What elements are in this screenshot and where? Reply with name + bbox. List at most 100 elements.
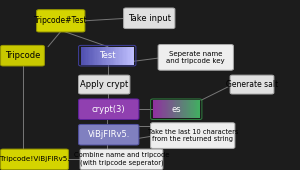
Bar <box>182 100 184 118</box>
Bar <box>154 100 156 118</box>
Bar <box>130 47 131 65</box>
Text: ViBjFIRv5.: ViBjFIRv5. <box>88 130 130 139</box>
FancyBboxPatch shape <box>1 45 44 66</box>
FancyBboxPatch shape <box>124 8 175 29</box>
Bar <box>85 47 87 65</box>
Bar <box>155 100 157 118</box>
Bar <box>84 47 85 65</box>
Text: Tripcode#Test: Tripcode#Test <box>34 16 88 25</box>
Bar <box>112 47 114 65</box>
Bar <box>111 47 113 65</box>
FancyBboxPatch shape <box>79 124 139 145</box>
Bar <box>166 100 167 118</box>
Bar <box>128 47 130 65</box>
Bar <box>193 100 194 118</box>
Bar <box>109 47 110 65</box>
Bar <box>115 47 117 65</box>
Bar <box>122 47 123 65</box>
Bar <box>198 100 200 118</box>
Bar <box>95 47 97 65</box>
Text: Generate salt: Generate salt <box>226 80 278 89</box>
Bar <box>114 47 116 65</box>
Bar <box>175 100 176 118</box>
Text: Take input: Take input <box>128 14 171 23</box>
Text: crypt(3): crypt(3) <box>92 105 126 114</box>
Bar <box>194 100 195 118</box>
FancyBboxPatch shape <box>80 149 163 170</box>
Bar <box>127 47 128 65</box>
Bar <box>153 100 154 118</box>
Bar <box>172 100 173 118</box>
Bar <box>90 47 92 65</box>
Bar <box>167 100 168 118</box>
Bar <box>183 100 185 118</box>
Bar <box>86 47 88 65</box>
Bar <box>168 100 170 118</box>
Bar <box>106 47 108 65</box>
Bar <box>110 47 112 65</box>
Bar <box>176 100 178 118</box>
Text: Tripcode!ViBjFIRv5.: Tripcode!ViBjFIRv5. <box>0 156 69 162</box>
Bar <box>97 47 98 65</box>
Bar <box>88 47 89 65</box>
FancyBboxPatch shape <box>151 123 235 148</box>
Bar <box>189 100 190 118</box>
Bar <box>191 100 193 118</box>
FancyBboxPatch shape <box>158 45 233 70</box>
Bar <box>158 100 159 118</box>
Bar <box>92 47 93 65</box>
Bar <box>102 47 104 65</box>
Bar <box>174 100 176 118</box>
Bar <box>164 100 165 118</box>
Bar <box>81 47 82 65</box>
Bar <box>162 100 164 118</box>
FancyBboxPatch shape <box>230 75 274 94</box>
Bar <box>131 47 133 65</box>
Text: Apply crypt: Apply crypt <box>80 80 128 89</box>
Bar <box>126 47 127 65</box>
Bar <box>173 100 174 118</box>
Bar <box>101 47 102 65</box>
Bar <box>197 100 199 118</box>
Bar <box>89 47 91 65</box>
Bar <box>178 100 180 118</box>
Bar <box>99 47 101 65</box>
Bar <box>169 100 171 118</box>
Bar <box>93 47 94 65</box>
Bar <box>190 100 192 118</box>
Bar <box>105 47 106 65</box>
Bar <box>180 100 181 118</box>
FancyBboxPatch shape <box>79 99 139 120</box>
Bar <box>185 100 187 118</box>
Text: Seperate name
and tripcode key: Seperate name and tripcode key <box>167 51 225 64</box>
Bar <box>103 47 105 65</box>
Bar <box>82 47 84 65</box>
Bar <box>181 100 182 118</box>
Bar <box>161 100 163 118</box>
FancyBboxPatch shape <box>79 75 130 94</box>
Bar <box>159 100 160 118</box>
Bar <box>119 47 121 65</box>
Text: Test: Test <box>99 51 116 60</box>
FancyBboxPatch shape <box>1 149 68 170</box>
Bar <box>116 47 118 65</box>
Text: Take the last 10 characters
from the returned string: Take the last 10 characters from the ret… <box>148 129 238 142</box>
Bar <box>184 100 186 118</box>
Bar <box>170 100 172 118</box>
Bar <box>123 47 124 65</box>
Bar <box>165 100 166 118</box>
FancyBboxPatch shape <box>37 10 85 32</box>
Bar <box>120 47 122 65</box>
Bar <box>132 47 134 65</box>
Bar <box>160 100 161 118</box>
Text: Combine name and tripcode
(with tripcode seperator): Combine name and tripcode (with tripcode… <box>74 152 169 166</box>
Bar <box>177 100 179 118</box>
Bar <box>187 100 188 118</box>
Bar <box>124 47 126 65</box>
Bar <box>195 100 196 118</box>
Bar <box>157 100 158 118</box>
Bar <box>107 47 109 65</box>
Bar <box>118 47 119 65</box>
Bar <box>196 100 197 118</box>
Text: Tripcode: Tripcode <box>5 51 40 60</box>
